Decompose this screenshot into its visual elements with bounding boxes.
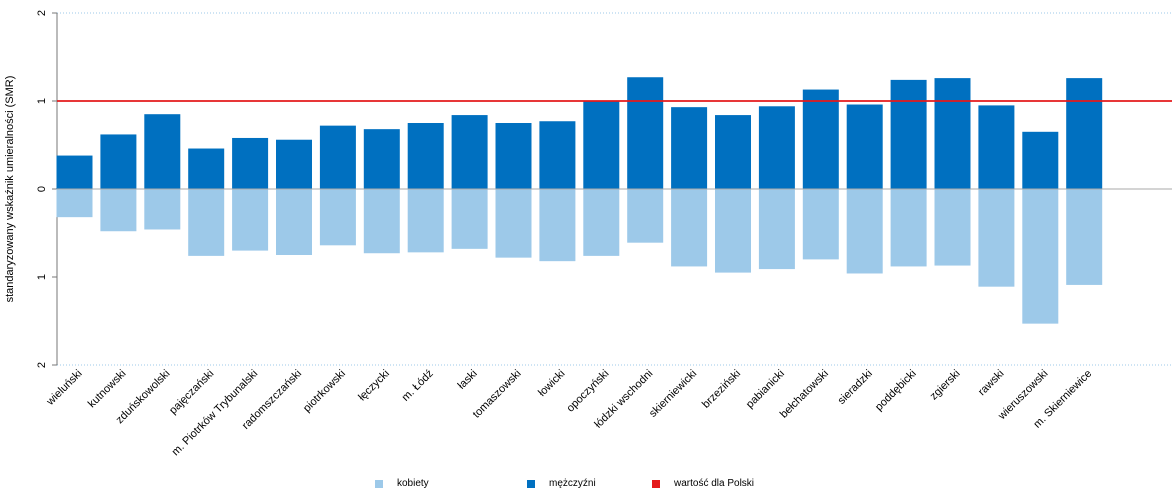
- bar-kobiety-4: [232, 189, 269, 251]
- bar-kobiety-15: [715, 189, 751, 273]
- bar-kobiety-23: [1066, 189, 1103, 285]
- bar-mezczyzni-11: [539, 121, 576, 189]
- bar-mezczyzni-9: [451, 115, 488, 189]
- bar-kobiety-12: [583, 189, 620, 256]
- legend-item-kobiety: kobiety: [375, 478, 429, 489]
- bars: [56, 77, 1103, 324]
- category-label-16: pabianicki: [744, 368, 787, 411]
- bar-kobiety-17: [802, 189, 839, 260]
- bar-mezczyzni-8: [407, 123, 444, 189]
- bar-mezczyzni-18: [846, 104, 883, 189]
- bar-kobiety-13: [627, 189, 664, 243]
- bar-kobiety-18: [846, 189, 883, 274]
- category-label-4: m. Piotrków Trybunalski: [170, 368, 261, 459]
- bar-kobiety-3: [188, 189, 225, 256]
- bar-mezczyzni-22: [1022, 131, 1059, 189]
- bar-kobiety-0: [56, 189, 93, 218]
- bar-mezczyzni-5: [276, 139, 312, 189]
- y-tick-label-4: 2: [36, 362, 48, 368]
- y-tick-label-2: 0: [36, 186, 48, 192]
- y-tick-label-0: 2: [36, 10, 48, 16]
- bar-mezczyzni-19: [890, 79, 927, 189]
- bar-kobiety-11: [539, 189, 576, 262]
- bar-mezczyzni-17: [802, 89, 839, 189]
- bar-kobiety-21: [978, 189, 1015, 287]
- bar-kobiety-10: [495, 189, 532, 258]
- bar-kobiety-19: [890, 189, 927, 267]
- bar-mezczyzni-13: [627, 77, 664, 189]
- legend-swatch-kobiety: [375, 479, 383, 488]
- category-label-21: rawski: [976, 368, 1007, 399]
- category-label-9: łaski: [456, 368, 480, 392]
- bar-kobiety-8: [407, 189, 444, 253]
- bar-kobiety-7: [363, 189, 400, 254]
- bar-mezczyzni-10: [495, 123, 532, 189]
- category-label-18: sieradzki: [836, 368, 875, 407]
- bar-kobiety-6: [319, 189, 356, 246]
- legend-swatch-wartosc-dla-polski: [652, 479, 660, 488]
- bar-kobiety-9: [451, 189, 488, 249]
- bar-kobiety-20: [934, 189, 971, 266]
- bar-mezczyzni-3: [188, 148, 225, 189]
- category-label-6: piotrkowski: [301, 368, 348, 415]
- bar-mezczyzni-6: [319, 125, 356, 189]
- bar-mezczyzni-23: [1066, 78, 1103, 189]
- legend-label-mezczyzni: mężczyźni: [549, 478, 596, 489]
- legend-item-mezczyzni: mężczyźni: [527, 478, 596, 489]
- category-label-1: kutnowski: [86, 368, 129, 411]
- bar-mezczyzni-1: [100, 134, 137, 189]
- y-tick-label-3: 1: [36, 274, 48, 280]
- bar-mezczyzni-2: [144, 114, 181, 189]
- bar-mezczyzni-20: [934, 78, 971, 189]
- category-label-7: łęczycki: [356, 368, 392, 404]
- bar-kobiety-5: [276, 189, 312, 255]
- legend-label-kobiety: kobiety: [397, 478, 429, 489]
- bar-mezczyzni-14: [671, 107, 708, 189]
- bar-mezczyzni-4: [232, 137, 269, 189]
- reference-lines: [57, 100, 1172, 190]
- category-label-11: łowicki: [536, 368, 567, 399]
- y-axis-title: standaryzowany wskaźnik umieralności (SM…: [4, 76, 16, 303]
- legend-label-wartosc-dla-polski: wartość dla Polski: [674, 478, 755, 489]
- category-label-19: poddębicki: [873, 368, 919, 414]
- legend: kobiety mężczyźni wartość dla Polski: [0, 478, 1172, 494]
- category-label-20: zgierski: [928, 368, 963, 403]
- smr-bar-chart: 2 1 0 1 2 standaryzowany wskaźnik umieralnośc…: [4, 10, 1172, 459]
- bar-mezczyzni-0: [56, 155, 93, 189]
- bar-kobiety-14: [671, 189, 708, 267]
- legend-swatch-mezczyzni: [527, 479, 535, 488]
- category-label-15: brzeziński: [700, 368, 743, 411]
- category-label-8: m. Łódź: [400, 368, 436, 404]
- y-tick-label-1: 1: [36, 98, 48, 104]
- category-label-12: opoczyński: [564, 368, 611, 415]
- bar-mezczyzni-12: [583, 101, 620, 189]
- legend-item-wartosc-dla-polski: wartość dla Polski: [652, 478, 754, 489]
- bar-kobiety-16: [758, 189, 795, 270]
- bar-mezczyzni-15: [715, 115, 751, 189]
- bar-kobiety-2: [144, 189, 181, 230]
- bar-mezczyzni-7: [363, 129, 400, 189]
- category-label-0: wieluński: [44, 368, 85, 409]
- bar-kobiety-1: [100, 189, 137, 232]
- bar-mezczyzni-16: [758, 106, 795, 189]
- bar-kobiety-22: [1022, 189, 1059, 324]
- bar-mezczyzni-21: [978, 105, 1015, 189]
- category-label-14: skierniewicki: [647, 368, 699, 420]
